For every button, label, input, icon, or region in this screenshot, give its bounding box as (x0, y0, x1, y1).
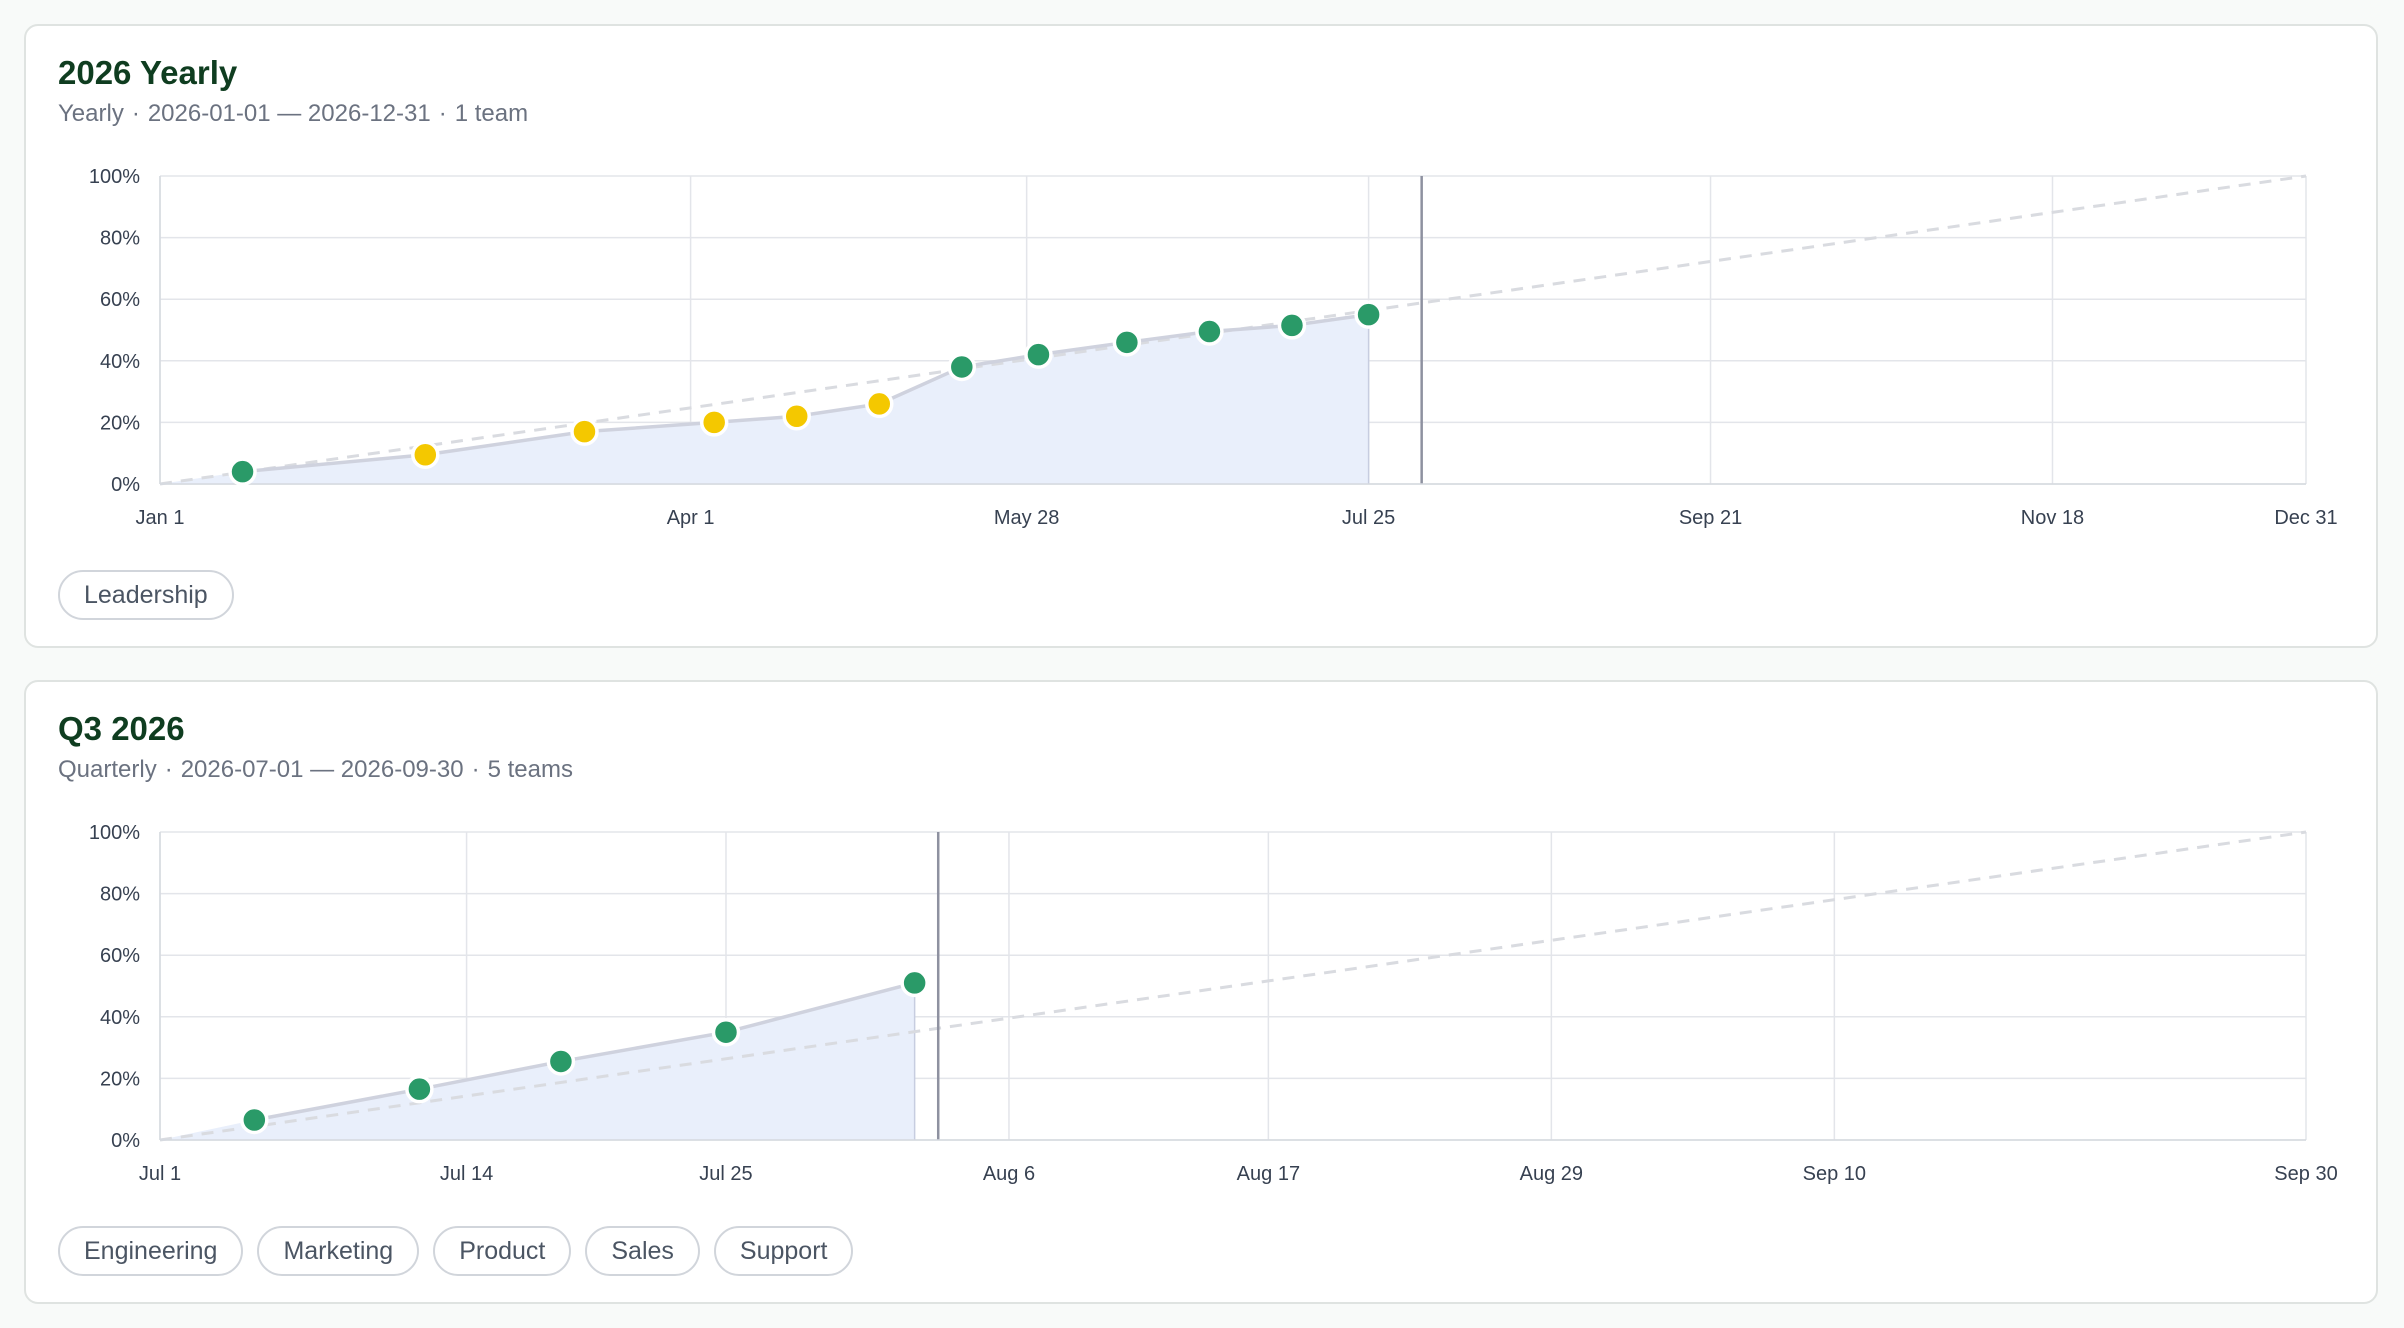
cycle-team-count: 5 teams (487, 756, 573, 783)
target-trend-line (159, 830, 2307, 1142)
team-pill-leadership[interactable]: Leadership (58, 570, 234, 620)
x-tick-label: Sep 21 (1679, 507, 1742, 529)
y-tick-label: 80% (100, 884, 140, 906)
x-tick-label: Jul 14 (440, 1163, 493, 1185)
y-tick-label: 0% (111, 474, 140, 496)
target-trend-line (159, 174, 2307, 486)
progress-chart: 0% 20% 40% 60% 80% 100% Jan 1 Apr 1 May 28 Jul 25… (89, 166, 2338, 529)
data-point-on-track (947, 352, 977, 382)
y-tick-label: 0% (111, 1130, 140, 1152)
y-tick-label: 40% (100, 351, 140, 373)
x-tick-label: Aug 6 (983, 1163, 1035, 1185)
y-tick-label: 40% (100, 1007, 140, 1029)
subtitle-separator: · (131, 100, 140, 127)
x-tick-label: Sep 10 (1803, 1163, 1866, 1185)
y-tick-label: 60% (100, 945, 140, 967)
data-point-on-track (1354, 300, 1383, 329)
x-tick-label: Aug 17 (1237, 1163, 1300, 1185)
data-point-at-risk (782, 401, 811, 431)
cycle-date-range: 2026-01-01 — 2026-12-31 (147, 100, 431, 127)
team-filter-pills: Leadership (58, 570, 234, 620)
data-point-at-risk (699, 408, 729, 437)
x-tick-label: Jul 1 (139, 1163, 181, 1185)
team-pill-sales[interactable]: Sales (585, 1226, 700, 1276)
cycle-team-count: 1 team (454, 100, 529, 127)
data-point-on-track (228, 457, 257, 486)
subtitle-separator: · (438, 100, 447, 127)
data-point-at-risk (570, 417, 599, 446)
cycle-card-quarterly: Q3 2026 Quarterly · 2026-07-01 — 2026-09-3… (24, 680, 2378, 1304)
x-tick-label: Jul 25 (699, 1163, 752, 1185)
x-tick-label: Dec 31 (2274, 507, 2337, 529)
y-tick-label: 20% (100, 412, 140, 434)
progress-area (160, 314, 1369, 484)
data-point-on-track (1195, 317, 1224, 346)
x-tick-label: Nov 18 (2021, 507, 2084, 529)
x-tick-label: Apr 1 (667, 507, 715, 529)
y-tick-label: 60% (100, 289, 140, 311)
data-point-on-track (1112, 328, 1142, 357)
y-tick-label: 20% (100, 1068, 140, 1090)
cycle-subtitle: Quarterly · 2026-07-01 — 2026-09-30 · 5 team… (58, 756, 573, 784)
cycle-subtitle: Yearly · 2026-01-01 — 2026-12-31 · 1 team (58, 100, 528, 128)
data-point-on-track (405, 1074, 434, 1104)
cycle-title: 2026 Yearly (58, 54, 238, 91)
team-filter-pills: Engineering Marketing Product Sales Support (58, 1226, 854, 1276)
y-tick-label: 80% (100, 228, 140, 250)
team-pill-marketing[interactable]: Marketing (257, 1226, 420, 1276)
x-tick-label: May 28 (994, 507, 1060, 529)
data-point-on-track (900, 968, 929, 998)
progress-chart: 0% 20% 40% 60% 80% 100% Jul 1 Jul 14 Jul 25 Aug 6… (89, 822, 2338, 1185)
team-pill-support[interactable]: Support (713, 1226, 854, 1276)
cycle-card-yearly: 2026 Yearly Yearly · 2026-01-01 — 2026-12-… (24, 24, 2378, 648)
team-pill-engineering[interactable]: Engineering (58, 1226, 244, 1276)
data-point-on-track (240, 1105, 269, 1135)
subtitle-separator: · (471, 756, 480, 783)
cycle-title: Q3 2026 (58, 710, 185, 747)
data-point-at-risk (865, 389, 894, 419)
cycle-period: Quarterly (58, 756, 157, 783)
data-point-at-risk (411, 440, 440, 469)
data-point-on-track (711, 1017, 741, 1047)
x-tick-label: Jan 1 (136, 507, 185, 529)
team-pill-product[interactable]: Product (433, 1226, 572, 1276)
x-tick-label: Jul 25 (1342, 507, 1395, 529)
y-tick-label: 100% (89, 166, 140, 188)
progress-area (160, 982, 915, 1140)
x-tick-label: Aug 29 (1520, 1163, 1583, 1185)
cycle-date-range: 2026-07-01 — 2026-09-30 (180, 756, 464, 783)
data-point-on-track (546, 1047, 576, 1076)
x-tick-label: Sep 30 (2274, 1163, 2337, 1185)
subtitle-separator: · (164, 756, 173, 783)
data-point-on-track (1024, 340, 1053, 369)
y-tick-label: 100% (89, 822, 140, 844)
cycle-period: Yearly (58, 100, 124, 127)
data-point-on-track (1277, 311, 1307, 340)
